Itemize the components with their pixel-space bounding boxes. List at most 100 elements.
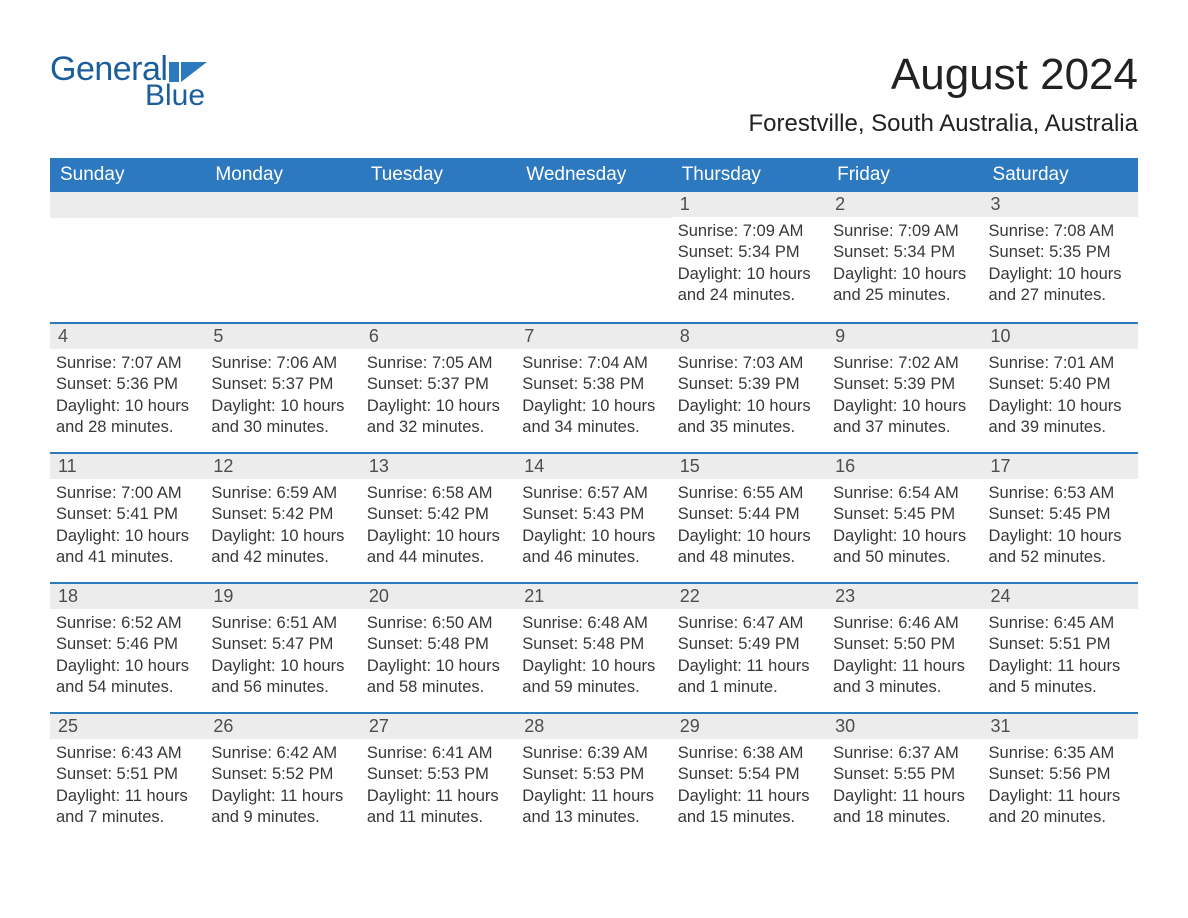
sunrise-line: Sunrise: 6:39 AM [522, 743, 665, 764]
day-number: 28 [516, 712, 671, 739]
calendar-table: Sunday Monday Tuesday Wednesday Thursday… [50, 158, 1138, 842]
weekday-header: Friday [827, 158, 982, 192]
sunset-line: Sunset: 5:42 PM [367, 504, 510, 525]
daylight-line-2: and 7 minutes. [56, 807, 199, 828]
calendar-day-cell: 29Sunrise: 6:38 AMSunset: 5:54 PMDayligh… [672, 712, 827, 842]
sunset-line: Sunset: 5:42 PM [211, 504, 354, 525]
calendar-day-cell [205, 192, 360, 322]
daylight-line-2: and 28 minutes. [56, 417, 199, 438]
sunrise-line: Sunrise: 6:59 AM [211, 483, 354, 504]
empty-day-bar [516, 192, 671, 218]
logo: General Blue [50, 50, 207, 113]
day-details: Sunrise: 7:08 AMSunset: 5:35 PMDaylight:… [983, 217, 1138, 311]
day-number: 14 [516, 452, 671, 479]
daylight-line-1: Daylight: 10 hours [678, 396, 821, 417]
sunset-line: Sunset: 5:46 PM [56, 634, 199, 655]
sunrise-line: Sunrise: 6:51 AM [211, 613, 354, 634]
sunrise-line: Sunrise: 6:54 AM [833, 483, 976, 504]
daylight-line-2: and 32 minutes. [367, 417, 510, 438]
calendar-week-row: 25Sunrise: 6:43 AMSunset: 5:51 PMDayligh… [50, 712, 1138, 842]
day-number: 30 [827, 712, 982, 739]
day-details: Sunrise: 6:53 AMSunset: 5:45 PMDaylight:… [983, 479, 1138, 573]
sunrise-line: Sunrise: 6:41 AM [367, 743, 510, 764]
daylight-line-1: Daylight: 10 hours [678, 264, 821, 285]
sunrise-line: Sunrise: 6:38 AM [678, 743, 821, 764]
calendar-day-cell: 18Sunrise: 6:52 AMSunset: 5:46 PMDayligh… [50, 582, 205, 712]
sunrise-line: Sunrise: 6:58 AM [367, 483, 510, 504]
sunrise-line: Sunrise: 6:45 AM [989, 613, 1132, 634]
day-number: 9 [827, 322, 982, 349]
day-number: 7 [516, 322, 671, 349]
day-details: Sunrise: 6:50 AMSunset: 5:48 PMDaylight:… [361, 609, 516, 703]
sunrise-line: Sunrise: 6:52 AM [56, 613, 199, 634]
day-number: 24 [983, 582, 1138, 609]
calendar-day-cell: 4Sunrise: 7:07 AMSunset: 5:36 PMDaylight… [50, 322, 205, 452]
day-details: Sunrise: 7:01 AMSunset: 5:40 PMDaylight:… [983, 349, 1138, 443]
daylight-line-1: Daylight: 11 hours [833, 656, 976, 677]
daylight-line-2: and 11 minutes. [367, 807, 510, 828]
day-details: Sunrise: 7:02 AMSunset: 5:39 PMDaylight:… [827, 349, 982, 443]
day-details: Sunrise: 6:54 AMSunset: 5:45 PMDaylight:… [827, 479, 982, 573]
sunset-line: Sunset: 5:51 PM [989, 634, 1132, 655]
daylight-line-2: and 41 minutes. [56, 547, 199, 568]
sunrise-line: Sunrise: 7:05 AM [367, 353, 510, 374]
title-block: August 2024 Forestville, South Australia… [748, 50, 1138, 138]
day-number: 4 [50, 322, 205, 349]
logo-word-2: Blue [145, 79, 207, 113]
sunset-line: Sunset: 5:43 PM [522, 504, 665, 525]
day-number: 5 [205, 322, 360, 349]
day-details: Sunrise: 6:45 AMSunset: 5:51 PMDaylight:… [983, 609, 1138, 703]
sunrise-line: Sunrise: 6:57 AM [522, 483, 665, 504]
day-number: 3 [983, 192, 1138, 217]
sunrise-line: Sunrise: 6:48 AM [522, 613, 665, 634]
daylight-line-1: Daylight: 10 hours [56, 526, 199, 547]
empty-day-bar [361, 192, 516, 218]
day-number: 19 [205, 582, 360, 609]
calendar-day-cell [50, 192, 205, 322]
calendar-day-cell: 5Sunrise: 7:06 AMSunset: 5:37 PMDaylight… [205, 322, 360, 452]
day-details: Sunrise: 6:38 AMSunset: 5:54 PMDaylight:… [672, 739, 827, 833]
day-number: 16 [827, 452, 982, 479]
calendar-week-row: 18Sunrise: 6:52 AMSunset: 5:46 PMDayligh… [50, 582, 1138, 712]
sunset-line: Sunset: 5:41 PM [56, 504, 199, 525]
calendar-day-cell: 28Sunrise: 6:39 AMSunset: 5:53 PMDayligh… [516, 712, 671, 842]
calendar-day-cell: 16Sunrise: 6:54 AMSunset: 5:45 PMDayligh… [827, 452, 982, 582]
day-details: Sunrise: 6:51 AMSunset: 5:47 PMDaylight:… [205, 609, 360, 703]
calendar-week-row: 1Sunrise: 7:09 AMSunset: 5:34 PMDaylight… [50, 192, 1138, 322]
day-number: 10 [983, 322, 1138, 349]
daylight-line-1: Daylight: 10 hours [56, 656, 199, 677]
day-details: Sunrise: 7:05 AMSunset: 5:37 PMDaylight:… [361, 349, 516, 443]
empty-day-bar [50, 192, 205, 218]
day-number: 29 [672, 712, 827, 739]
day-number: 31 [983, 712, 1138, 739]
day-number: 26 [205, 712, 360, 739]
calendar-day-cell: 6Sunrise: 7:05 AMSunset: 5:37 PMDaylight… [361, 322, 516, 452]
day-number: 6 [361, 322, 516, 349]
sunset-line: Sunset: 5:48 PM [367, 634, 510, 655]
sunset-line: Sunset: 5:39 PM [833, 374, 976, 395]
calendar-day-cell: 11Sunrise: 7:00 AMSunset: 5:41 PMDayligh… [50, 452, 205, 582]
daylight-line-2: and 50 minutes. [833, 547, 976, 568]
daylight-line-2: and 37 minutes. [833, 417, 976, 438]
day-details: Sunrise: 6:46 AMSunset: 5:50 PMDaylight:… [827, 609, 982, 703]
daylight-line-1: Daylight: 10 hours [522, 656, 665, 677]
weekday-header: Tuesday [361, 158, 516, 192]
daylight-line-2: and 18 minutes. [833, 807, 976, 828]
daylight-line-1: Daylight: 10 hours [56, 396, 199, 417]
weekday-header: Saturday [983, 158, 1138, 192]
sunrise-line: Sunrise: 7:08 AM [989, 221, 1132, 242]
weekday-header-row: Sunday Monday Tuesday Wednesday Thursday… [50, 158, 1138, 192]
calendar-day-cell: 30Sunrise: 6:37 AMSunset: 5:55 PMDayligh… [827, 712, 982, 842]
day-number: 17 [983, 452, 1138, 479]
location: Forestville, South Australia, Australia [748, 110, 1138, 138]
day-number: 15 [672, 452, 827, 479]
calendar-day-cell: 13Sunrise: 6:58 AMSunset: 5:42 PMDayligh… [361, 452, 516, 582]
day-number: 23 [827, 582, 982, 609]
day-number: 20 [361, 582, 516, 609]
daylight-line-2: and 1 minute. [678, 677, 821, 698]
daylight-line-2: and 52 minutes. [989, 547, 1132, 568]
sunset-line: Sunset: 5:53 PM [367, 764, 510, 785]
daylight-line-1: Daylight: 10 hours [367, 656, 510, 677]
day-details: Sunrise: 6:57 AMSunset: 5:43 PMDaylight:… [516, 479, 671, 573]
sunrise-line: Sunrise: 7:01 AM [989, 353, 1132, 374]
